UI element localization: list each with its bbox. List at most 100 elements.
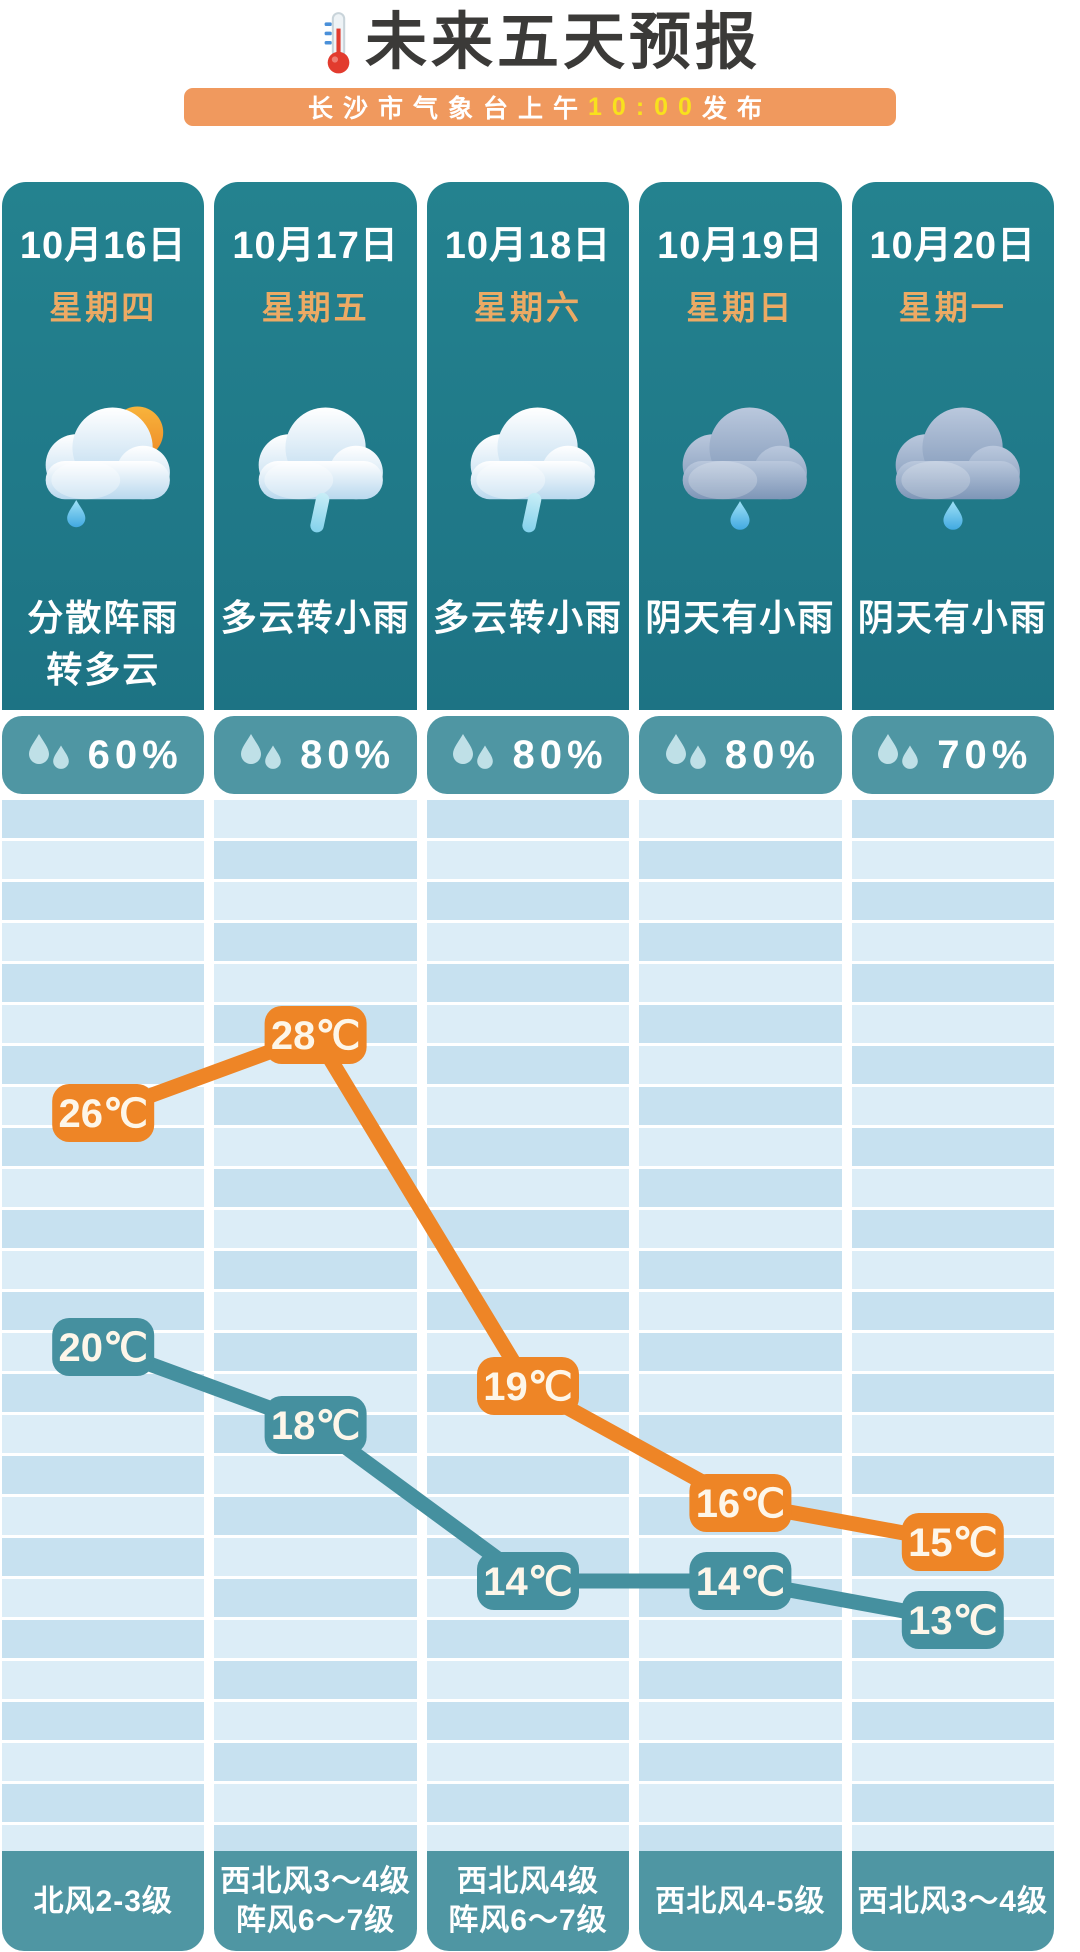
wind-forecast-cell: 西北风3～4级 阵风6～7级	[214, 1851, 417, 1951]
overcast-rain-icon	[683, 406, 808, 530]
weather-description-line1: 多云转小雨	[432, 597, 623, 638]
day-weekday: 星期四	[49, 289, 158, 326]
banner-suffix: 发布	[701, 95, 772, 123]
low-temp-label: 18℃	[264, 1396, 367, 1454]
weather-description-line2: 转多云	[46, 649, 161, 691]
raindrops-icon	[28, 734, 69, 769]
cloudy-light-rain-icon	[258, 406, 383, 532]
issuer-banner: 长沙市气象台上午 10:00 发布	[184, 88, 896, 126]
weather-icon-wrap	[2, 329, 204, 592]
high-temp-label: 16℃	[689, 1474, 792, 1532]
weather-icon-wrap	[852, 329, 1054, 592]
high-temp-label: 15℃	[901, 1513, 1004, 1571]
precip-probability-value: 70%	[937, 732, 1033, 777]
high-temp-label: 26℃	[52, 1084, 155, 1142]
day-card: 10月20日 星期一 阴天有小雨	[851, 182, 1054, 710]
svg-text:13℃: 13℃	[908, 1599, 997, 1643]
day-date: 10月19日	[657, 225, 824, 267]
chart-column-stripes	[214, 800, 417, 1851]
weather-description-line1: 阴天有小雨	[645, 597, 836, 638]
day-weekday: 星期日	[686, 289, 795, 326]
low-temp-label: 14℃	[477, 1552, 579, 1610]
day-card: 10月19日 星期日 阴天有小雨	[639, 182, 842, 710]
precip-probability-cell: 70%	[851, 716, 1054, 794]
wind-forecast-cell: 西北风3～4级	[851, 1851, 1054, 1951]
temperature-trend-chart: 20℃ 18℃ 14℃ 14℃ 13℃ 26℃ 28℃ 19℃ 16℃ 15℃	[0, 800, 1080, 1851]
banner-issue-time: 10:00	[588, 92, 702, 121]
page-header: 未来五天预报 长沙市气象台上午 10:00 发布	[0, 0, 1080, 126]
temperature-chart-svg: 20℃ 18℃ 14℃ 14℃ 13℃ 26℃ 28℃ 19℃ 16℃ 15℃	[52, 1006, 1004, 1649]
svg-text:14℃: 14℃	[483, 1560, 572, 1604]
day-card: 10月18日 星期六 多云转小雨	[426, 182, 630, 710]
cloudy-light-rain-icon	[470, 406, 595, 532]
day-weekday: 星期一	[898, 289, 1007, 326]
chart-column-stripes	[639, 800, 842, 1851]
wind-line2: 阵风6～7级	[235, 1904, 396, 1937]
svg-text:28℃: 28℃	[271, 1014, 360, 1058]
day-date: 10月18日	[444, 225, 612, 267]
page-title-row: 未来五天预报	[0, 6, 1080, 80]
page-title: 未来五天预报	[364, 8, 761, 77]
raindrops-icon	[241, 734, 281, 769]
wind-forecast-cell: 西北风4-5级	[639, 1851, 842, 1951]
precip-probability-value: 80%	[300, 732, 396, 777]
weather-description-line1: 多云转小雨	[220, 597, 411, 638]
wind-line1: 西北风3～4级	[857, 1884, 1048, 1918]
day-date: 10月16日	[19, 225, 187, 267]
banner-prefix: 长沙市气象台上午	[308, 95, 589, 123]
weather-description-line1: 阴天有小雨	[857, 597, 1048, 638]
wind-forecast-row: 北风2-3级 西北风3～4级 阵风6～7级 西北风4级 阵风6～7级 西北风4-…	[0, 1851, 1080, 1951]
wind-line1: 西北风3～4级	[220, 1865, 411, 1898]
svg-text:20℃: 20℃	[58, 1326, 147, 1370]
weather-description: 阴天有小雨	[858, 592, 1048, 710]
day-weekday: 星期五	[261, 289, 370, 326]
chart-stripe-columns	[0, 800, 1080, 1851]
svg-text:18℃: 18℃	[271, 1404, 360, 1448]
svg-text:15℃: 15℃	[908, 1521, 997, 1565]
precip-probability-cell: 80%	[639, 716, 842, 794]
weather-icon-wrap	[427, 329, 629, 592]
raindrops-icon	[878, 734, 919, 769]
chart-column-stripes	[851, 800, 1054, 1851]
precip-probability-cell: 60%	[2, 716, 205, 794]
weather-icon-wrap	[639, 329, 841, 592]
raindrops-icon	[665, 734, 706, 769]
wind-line2: 阵风6～7级	[448, 1904, 608, 1937]
high-temp-line	[95, 1027, 961, 1550]
day-weekday: 星期六	[473, 289, 582, 326]
day-card: 10月16日 星期四 分散阵雨 转多云	[2, 182, 205, 710]
precip-probability-cell: 80%	[214, 716, 417, 794]
day-date: 10月20日	[869, 225, 1037, 267]
high-temp-label: 19℃	[477, 1357, 579, 1415]
weather-description: 阴天有小雨	[645, 592, 835, 710]
wind-line1: 北风2-3级	[33, 1884, 173, 1918]
svg-text:14℃: 14℃	[696, 1560, 785, 1604]
low-temp-label: 13℃	[901, 1591, 1004, 1649]
precip-probability-value: 60%	[87, 732, 183, 777]
svg-text:19℃: 19℃	[483, 1365, 572, 1409]
day-card: 10月17日 星期五 多云转小雨	[214, 182, 417, 710]
high-temp-label: 28℃	[264, 1006, 367, 1064]
partly-cloudy-rain-icon	[45, 406, 171, 527]
wind-forecast-cell: 西北风4级 阵风6～7级	[426, 1851, 630, 1951]
wind-line1: 西北风4-5级	[655, 1884, 826, 1918]
low-temp-label: 14℃	[689, 1552, 792, 1610]
precip-probability-value: 80%	[512, 732, 608, 777]
wind-forecast-cell: 北风2-3级	[2, 1851, 205, 1951]
raindrops-icon	[453, 734, 494, 769]
low-temp-label: 20℃	[52, 1318, 155, 1376]
weather-description-line1: 分散阵雨	[27, 597, 180, 638]
overcast-rain-icon	[895, 406, 1020, 530]
chart-column-stripes	[426, 800, 630, 1851]
precip-probability-value: 80%	[724, 732, 820, 777]
svg-text:26℃: 26℃	[58, 1092, 147, 1136]
svg-text:16℃: 16℃	[696, 1482, 785, 1526]
precip-probability-row: 60% 80% 80% 80% 70%	[0, 716, 1080, 794]
day-date: 10月17日	[232, 225, 399, 267]
weather-description: 多云转小雨	[433, 592, 623, 710]
day-cards-row: 10月16日 星期四 分散阵雨 转多云 10月17日 星期五	[0, 182, 1080, 710]
weather-description: 多云转小雨	[221, 592, 411, 710]
precip-probability-cell: 80%	[426, 716, 630, 794]
thermometer-icon	[324, 12, 350, 74]
